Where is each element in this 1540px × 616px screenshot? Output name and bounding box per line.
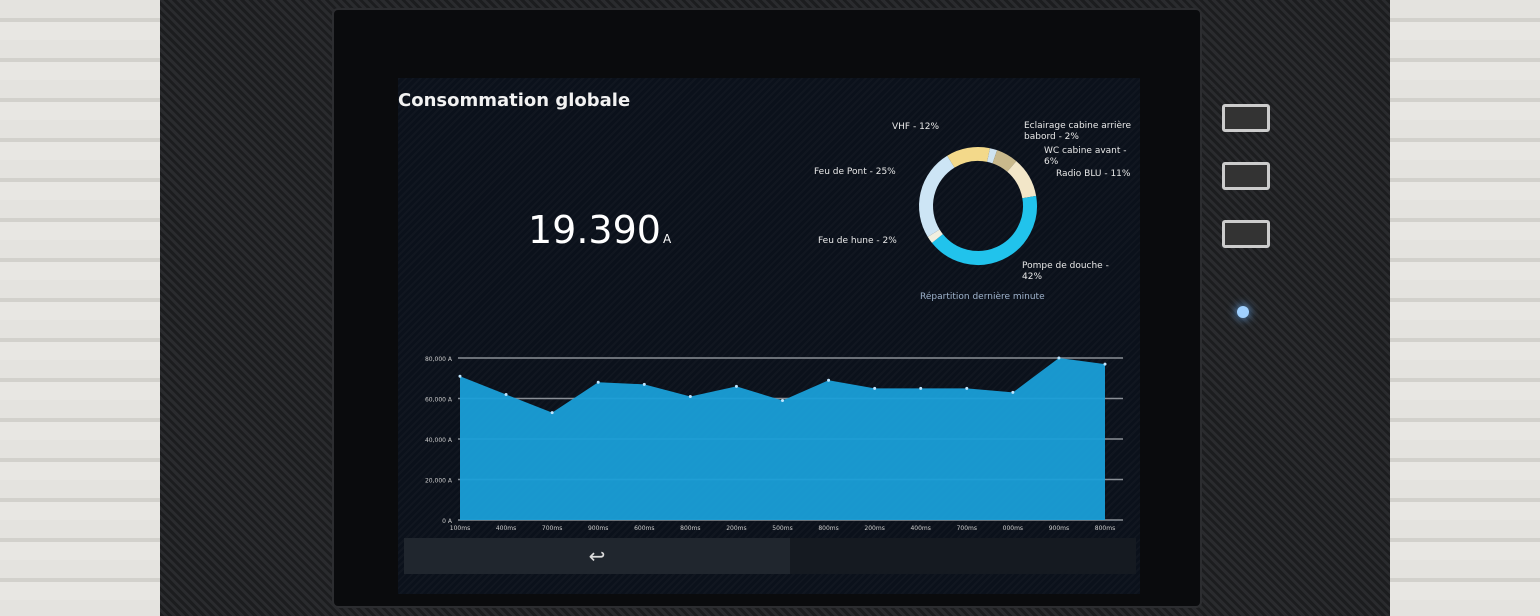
donut-chart	[919, 147, 1037, 265]
data-point	[734, 384, 738, 388]
donut-slice	[987, 148, 998, 164]
x-tick-label: 000ms	[1003, 525, 1023, 532]
donut-label: Pompe de douche - 42%	[1022, 261, 1109, 282]
donut-slice	[947, 147, 990, 168]
donut-slice	[1006, 161, 1037, 199]
area-fill	[460, 358, 1105, 520]
data-point	[781, 399, 784, 403]
x-tick-label: 800ms	[1095, 525, 1115, 532]
data-point	[1057, 356, 1061, 360]
page-title: Consommation globale	[398, 90, 631, 111]
usb-port	[1222, 104, 1270, 132]
footer-bar	[790, 538, 1136, 574]
y-tick-label: 20,000 A	[425, 478, 453, 485]
donut-slice	[927, 229, 943, 243]
donut-label: VHF - 12%	[892, 122, 940, 132]
x-tick-label: 700ms	[957, 525, 977, 532]
x-tick-label: 400ms	[910, 525, 930, 532]
data-point	[827, 378, 831, 382]
dashboard-screen: Consommation globale 19.390 A VHF - 12% E…	[398, 78, 1140, 594]
area-chart: 0 A 20,000 A 40,000 A 60,000 A 80,000 A 100ms…	[425, 356, 1123, 532]
usb-port	[1222, 162, 1270, 190]
donut-label: Feu de Pont - 25%	[814, 167, 896, 177]
y-tick-label: 80,000 A	[425, 356, 453, 363]
y-tick-label: 40,000 A	[425, 437, 453, 444]
x-tick-label: 600ms	[634, 525, 654, 532]
current-unit: A	[662, 232, 672, 246]
donut-slice	[931, 195, 1037, 265]
data-point	[1103, 362, 1107, 366]
data-point	[1011, 390, 1015, 394]
x-tick-label: 200ms	[726, 525, 746, 532]
y-tick-label: 0 A	[442, 518, 453, 525]
current-value-number: 19.390	[528, 208, 661, 252]
x-tick-label: 200ms	[864, 525, 884, 532]
back-arrow-icon: ↩	[588, 544, 606, 568]
data-point	[965, 386, 969, 390]
y-tick-label: 60,000 A	[425, 397, 453, 404]
donut-slice	[919, 155, 955, 237]
x-tick-label: 900ms	[1049, 525, 1069, 532]
current-value: 19.390 A	[528, 208, 671, 252]
donut-label: WC cabine avant - 6%	[1044, 146, 1127, 167]
power-led	[1237, 306, 1249, 318]
data-point	[873, 386, 877, 390]
donut-caption: Répartition dernière minute	[920, 292, 1045, 302]
x-tick-label: 700ms	[542, 525, 562, 532]
x-tick-label: 800ms	[680, 525, 700, 532]
x-tick-label: 100ms	[450, 525, 470, 532]
x-tick-label: 500ms	[772, 525, 792, 532]
x-tick-label: 900ms	[588, 525, 608, 532]
x-tick-label: 800ms	[818, 525, 838, 532]
x-tick-label: 400ms	[496, 525, 516, 532]
data-point	[642, 382, 646, 386]
donut-label: Feu de hune - 2%	[818, 236, 897, 246]
data-point	[550, 411, 554, 415]
data-point	[504, 392, 508, 396]
donut-slice	[992, 150, 1017, 172]
data-point	[596, 380, 600, 384]
usb-port	[1222, 220, 1270, 248]
back-button[interactable]: ↩	[404, 538, 790, 574]
data-point	[688, 394, 692, 398]
data-point	[458, 374, 462, 378]
donut-label: Eclairage cabine arrière babord - 2%	[1024, 121, 1132, 142]
data-point	[919, 386, 923, 390]
donut-label: Radio BLU - 11%	[1056, 169, 1131, 179]
